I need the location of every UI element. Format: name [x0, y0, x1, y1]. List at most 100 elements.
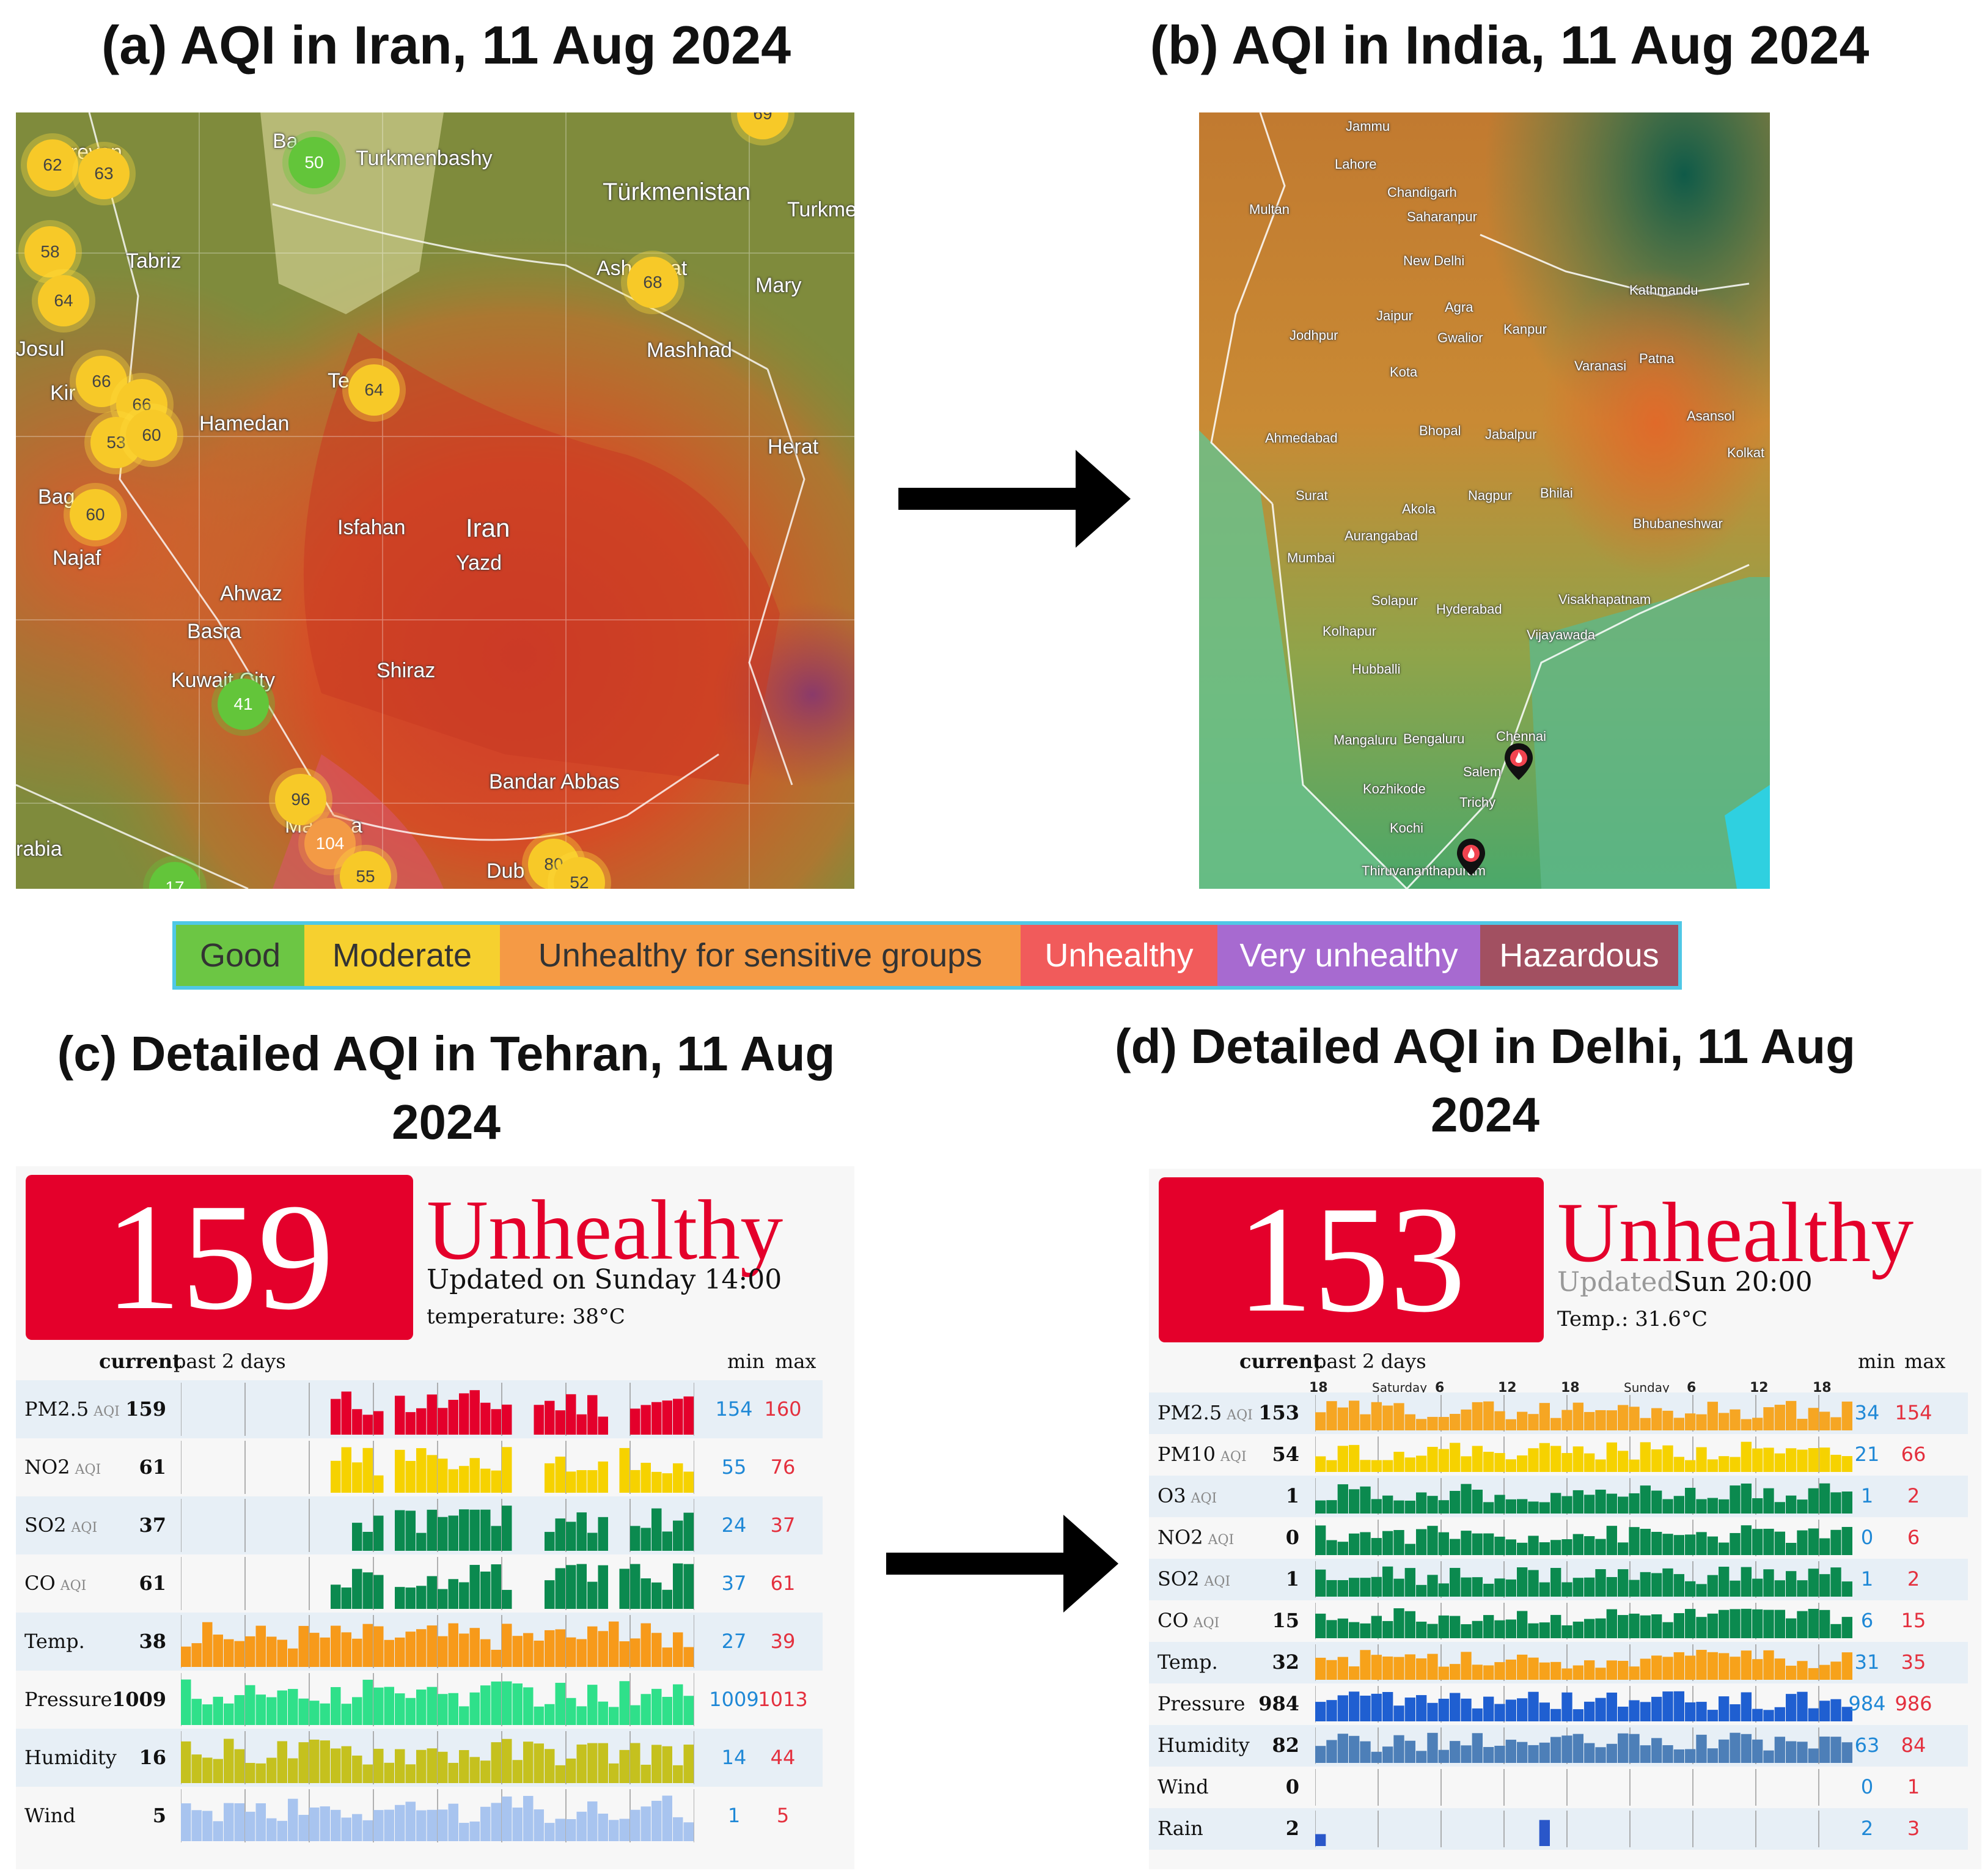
aqi-marker[interactable]: 62: [27, 139, 78, 191]
aqi-marker[interactable]: 64: [348, 364, 400, 416]
updated-time: Updated on Sunday 14:00: [427, 1264, 782, 1295]
fire-pin-icon[interactable]: [1503, 742, 1534, 781]
sparkline-bar: [1673, 1652, 1684, 1680]
sparkline-bar: [1786, 1665, 1797, 1680]
pollutant-row[interactable]: SO2 AQI 1 1 2: [1149, 1559, 1968, 1600]
sparkline-bar: [1707, 1652, 1718, 1680]
row-name: Pressure: [1158, 1692, 1246, 1715]
pollutant-row[interactable]: Wind 0 0 1: [1149, 1767, 1968, 1808]
aqi-marker[interactable]: 41: [218, 679, 269, 730]
sparkline-bar: [384, 1639, 394, 1667]
sparkline-bar: [1786, 1694, 1797, 1721]
iran-aqi-map[interactable]: Turkmenbashy Türkmenistan Turkme Tabriz …: [16, 112, 854, 889]
map-label: Kota: [1390, 364, 1418, 380]
pollutant-row[interactable]: CO AQI 61 37 61: [16, 1554, 823, 1613]
sparkline-bar: [1629, 1459, 1640, 1472]
sparkline-bar: [598, 1701, 608, 1725]
sparkline-bar: [1539, 1622, 1550, 1638]
sparkline-bar: [576, 1706, 587, 1725]
aqi-marker[interactable]: 60: [70, 489, 121, 540]
sparkline-bar: [438, 1517, 448, 1551]
row-name: PM2.5: [1158, 1401, 1222, 1424]
row-current-value: 159: [125, 1397, 166, 1421]
sparkline-bar: [1673, 1496, 1684, 1514]
sparkline-bar: [1461, 1698, 1472, 1721]
row-name: Humidity: [1158, 1734, 1250, 1757]
sparkline-bar: [502, 1624, 512, 1667]
sparkline-bar: [523, 1687, 534, 1725]
sparkline-bar: [1349, 1578, 1360, 1597]
sparkline-bar: [502, 1738, 512, 1783]
aqi-marker[interactable]: 60: [126, 410, 177, 461]
sparkline-bar: [1786, 1571, 1797, 1597]
sparkline-bar: [1450, 1567, 1461, 1597]
sparkline-bar: [331, 1809, 341, 1841]
aqi-marker[interactable]: 64: [38, 275, 89, 326]
sparkline-bar: [1461, 1624, 1472, 1638]
sparkline-bar: [459, 1393, 469, 1435]
row-sparkline: [1315, 1811, 1819, 1847]
sparkline-bar: [576, 1744, 587, 1783]
sparkline-bar: [1662, 1691, 1673, 1721]
sparkline-bar: [1393, 1608, 1404, 1638]
pollutant-row[interactable]: Rain 2 2 3: [1149, 1808, 1968, 1850]
india-aqi-map[interactable]: Jammu Lahore Chandigarh Multan Saharanpu…: [1199, 112, 1770, 889]
pollutant-row[interactable]: CO AQI 15 6 15: [1149, 1600, 1968, 1642]
title-india-map: (b) AQI in India, 11 Aug 2024: [1150, 15, 1869, 75]
row-max: 76: [770, 1455, 796, 1479]
sparkline-bar: [673, 1684, 683, 1725]
aqi-marker[interactable]: 63: [78, 148, 130, 199]
pollutant-row[interactable]: PM2.5 AQI 153 34 154: [1149, 1392, 1968, 1434]
sparkline-bar: [1450, 1443, 1461, 1472]
sparkline-bar: [245, 1685, 255, 1725]
aqi-marker[interactable]: 55: [340, 851, 391, 889]
pollutant-row[interactable]: Pressure 984 984 986: [1149, 1683, 1968, 1725]
aqi-marker[interactable]: 68: [627, 257, 678, 308]
sparkline-bar: [469, 1628, 480, 1667]
sparkline-bar: [1427, 1575, 1438, 1597]
sparkline-bar: [416, 1586, 427, 1609]
pollutant-row[interactable]: NO2 AQI 61 55 76: [16, 1438, 823, 1496]
sparkline-bar: [1651, 1490, 1662, 1514]
sparkline-bar: [191, 1810, 202, 1841]
pollutant-row[interactable]: Temp. 32 31 35: [1149, 1642, 1968, 1683]
map-label: Josul: [16, 337, 65, 361]
aqi-marker[interactable]: 96: [275, 774, 326, 825]
sparkline-bar: [1393, 1452, 1404, 1472]
map-label: Iran: [466, 513, 510, 542]
map-label: New Delhi: [1403, 253, 1465, 268]
aqi-marker[interactable]: 50: [288, 137, 340, 188]
pollutant-row[interactable]: Wind 5 1 5: [16, 1787, 823, 1845]
sparkline-bar: [1483, 1452, 1494, 1472]
row-sparkline: [1315, 1478, 1852, 1515]
pollutant-row[interactable]: O3 AQI 1 1 2: [1149, 1476, 1968, 1517]
sparkline-bar: [1752, 1659, 1763, 1680]
pollutant-row[interactable]: Humidity 82 63 84: [1149, 1725, 1968, 1767]
row-max: 61: [770, 1571, 796, 1595]
sparkline-bar: [1730, 1732, 1741, 1763]
map-label: Chandigarh: [1387, 185, 1457, 200]
sparkline-bar: [566, 1758, 576, 1783]
sparkline-bar: [395, 1693, 405, 1725]
sparkline-bar: [438, 1694, 448, 1725]
pollutant-row[interactable]: NO2 AQI 0 0 6: [1149, 1517, 1968, 1559]
sparkline-bar: [673, 1765, 683, 1783]
sparkline-bar: [1517, 1742, 1528, 1763]
aqi-marker[interactable]: 58: [24, 226, 76, 278]
sparkline-bar: [459, 1466, 469, 1493]
aqi-marker[interactable]: 66: [76, 356, 127, 407]
pollutant-row[interactable]: PM10 AQI 54 21 66: [1149, 1434, 1968, 1476]
sparkline-bar: [1595, 1698, 1606, 1721]
fire-pin-icon[interactable]: [1456, 837, 1486, 877]
pollutant-row[interactable]: PM2.5 AQI 159 154 160: [16, 1380, 823, 1438]
pollutant-row[interactable]: Temp. 38 27 39: [16, 1613, 823, 1671]
row-name: Wind: [1158, 1775, 1209, 1798]
pollutant-row[interactable]: Humidity 16 14 44: [16, 1729, 823, 1787]
legend-moderate: Moderate: [304, 925, 500, 986]
pollutant-row[interactable]: Pressure 1009 1009 1013: [16, 1671, 823, 1729]
sparkline-bar: [1349, 1489, 1360, 1514]
sparkline-bar: [491, 1526, 501, 1551]
sparkline-bar: [1360, 1414, 1371, 1430]
pollutant-row[interactable]: SO2 AQI 37 24 37: [16, 1496, 823, 1554]
sparkline-bar: [405, 1764, 416, 1783]
